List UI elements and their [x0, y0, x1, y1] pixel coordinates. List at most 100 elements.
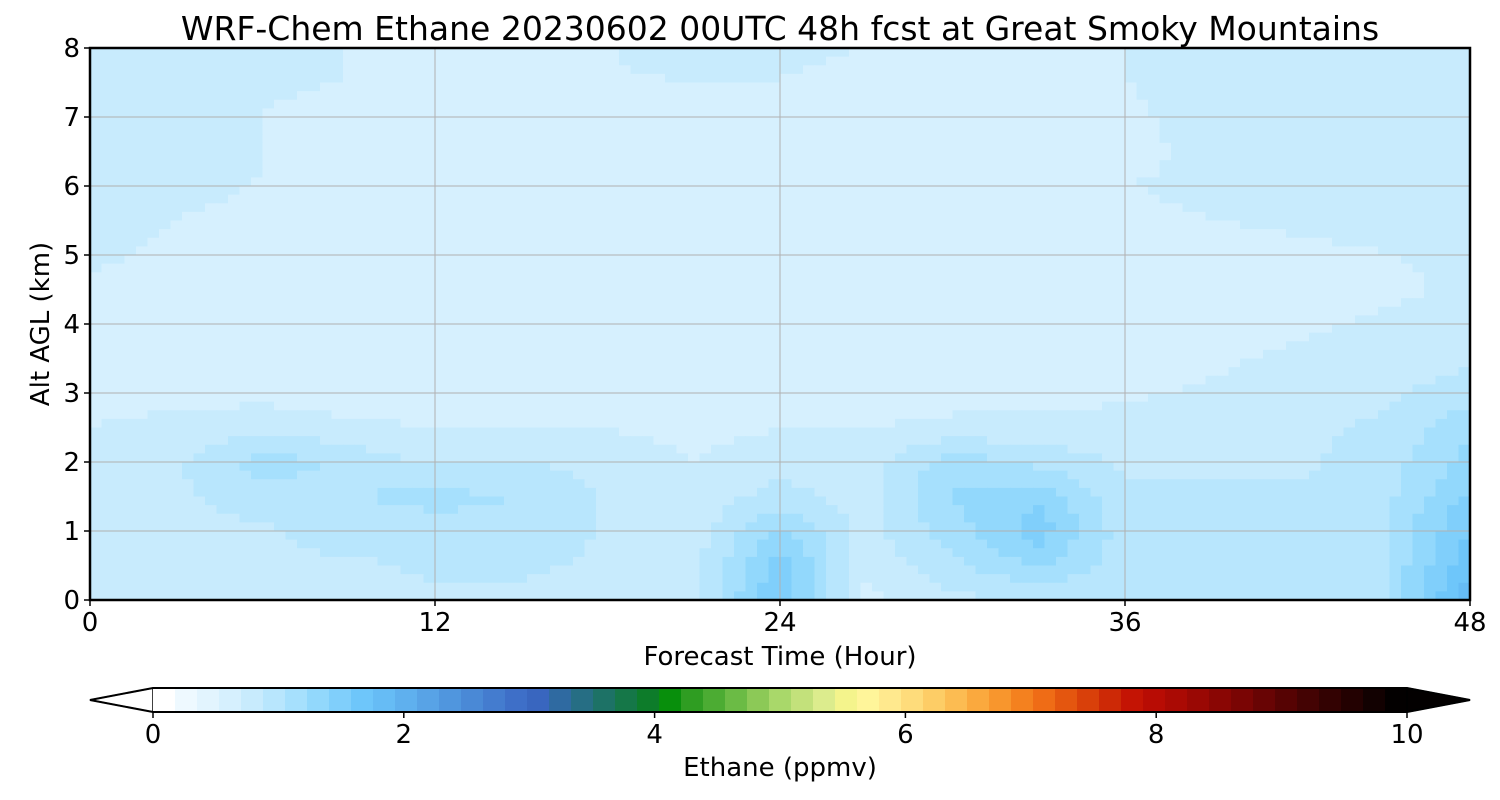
field-cell [113, 237, 126, 247]
field-cell [1309, 229, 1322, 239]
field-cell [377, 186, 390, 196]
field-cell [1366, 160, 1379, 170]
field-cell [1113, 263, 1126, 273]
field-cell [1412, 177, 1425, 187]
field-cell [561, 401, 574, 411]
field-cell [780, 393, 793, 403]
field-cell [251, 134, 264, 144]
field-cell [1366, 375, 1379, 385]
field-cell [251, 73, 264, 84]
field-cell [1297, 48, 1310, 58]
field-cell [1343, 375, 1356, 385]
field-cell [1217, 194, 1230, 204]
field-cell [814, 177, 827, 187]
field-cell [538, 246, 551, 256]
field-cell [1343, 229, 1356, 239]
field-cell [929, 99, 942, 109]
field-cell [331, 73, 344, 84]
field-cell [1458, 220, 1470, 230]
field-cell [1412, 186, 1425, 196]
field-cell [1435, 65, 1448, 75]
field-cell [1355, 142, 1368, 153]
field-cell [1194, 56, 1207, 66]
field-cell [251, 315, 264, 325]
field-cell [1217, 73, 1230, 84]
field-cell [377, 117, 390, 127]
field-cell [446, 108, 459, 118]
field-cell [780, 306, 793, 316]
field-cell [1355, 375, 1368, 385]
field-cell [1067, 315, 1080, 325]
field-cell [1263, 48, 1276, 58]
field-cell [343, 91, 356, 101]
field-cell [193, 246, 206, 256]
field-cell [1056, 324, 1069, 334]
field-cell [711, 211, 724, 222]
field-cell [262, 263, 275, 273]
field-cell [389, 220, 402, 230]
field-cell [504, 349, 517, 360]
field-cell [584, 65, 597, 75]
field-cell [1332, 73, 1345, 84]
field-cell [596, 177, 609, 187]
field-cell [642, 384, 655, 394]
field-cell [780, 375, 793, 385]
field-cell [182, 151, 195, 161]
field-cell [1240, 332, 1253, 342]
field-cell [630, 142, 643, 153]
field-cell [205, 91, 218, 101]
field-cell [1217, 220, 1230, 230]
field-cell [1251, 229, 1264, 239]
field-cell [849, 142, 862, 153]
field-cell [826, 142, 839, 153]
field-cell [1159, 125, 1172, 135]
field-cell [1435, 117, 1448, 127]
field-cell [170, 65, 183, 75]
field-cell [768, 349, 781, 360]
field-cell [699, 375, 712, 385]
field-cell [515, 56, 528, 66]
field-cell [791, 324, 804, 334]
field-cell [1217, 91, 1230, 101]
field-cell [481, 255, 494, 265]
field-cell [1240, 99, 1253, 109]
field-cell [1378, 211, 1391, 222]
chart-title: WRF-Chem Ethane 20230602 00UTC 48h fcst … [181, 9, 1379, 48]
field-cell [630, 246, 643, 256]
field-cell [1320, 246, 1333, 256]
field-cell [228, 65, 241, 75]
field-cell [170, 246, 183, 256]
field-cell [331, 280, 344, 291]
field-cell [389, 367, 402, 377]
field-cell [1320, 168, 1333, 178]
field-cell [492, 332, 505, 342]
field-cell [803, 125, 816, 135]
field-cell [492, 177, 505, 187]
field-cell [860, 117, 873, 127]
field-cell [1458, 82, 1470, 92]
field-cell [688, 142, 701, 153]
field-cell [435, 384, 448, 394]
field-cell [1447, 315, 1460, 325]
field-cell [929, 65, 942, 75]
field-cell [872, 332, 885, 342]
field-cell [791, 246, 804, 256]
field-cell [895, 255, 908, 265]
field-cell [1309, 315, 1322, 325]
field-cell [1217, 393, 1230, 403]
field-cell [849, 48, 862, 58]
field-cell [1228, 272, 1241, 282]
field-cell [262, 160, 275, 170]
field-cell [688, 177, 701, 187]
field-cell [1320, 65, 1333, 75]
field-cell [814, 229, 827, 239]
field-cell [400, 401, 413, 411]
field-cell [285, 358, 298, 368]
field-cell [251, 91, 264, 101]
field-cell [170, 99, 183, 109]
field-cell [1159, 255, 1172, 265]
field-cell [538, 401, 551, 411]
field-cell [1286, 220, 1299, 230]
field-cell [607, 324, 620, 334]
field-cell [1320, 280, 1333, 291]
